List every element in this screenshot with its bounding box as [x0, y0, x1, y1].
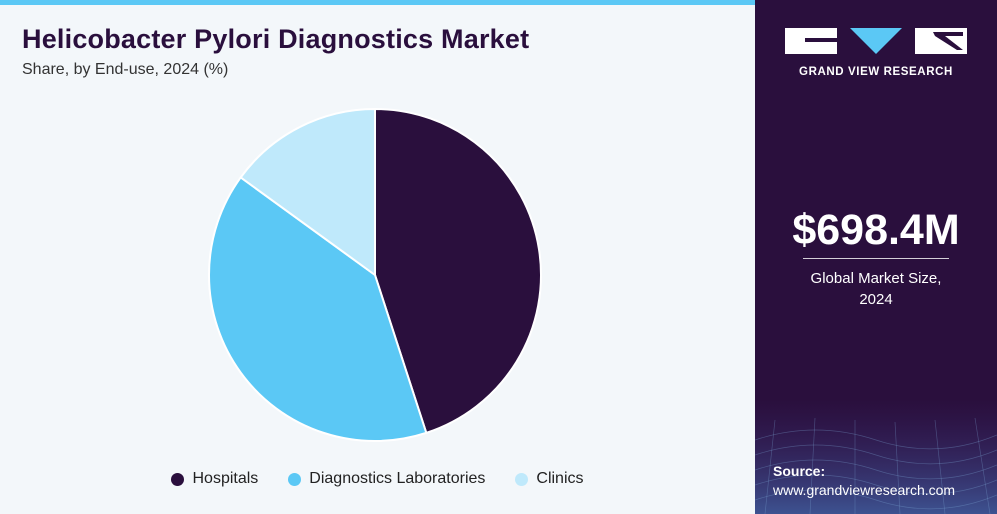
legend-label: Clinics — [536, 470, 584, 487]
chart-legend: Hospitals Diagnostics Laboratories Clinics — [0, 470, 755, 488]
legend-label: Hospitals — [192, 470, 259, 487]
market-size-value: $698.4M — [792, 206, 960, 254]
legend-swatch — [288, 472, 302, 486]
pie-slice-hospitals — [374, 107, 542, 435]
legend-item-clinics: Clinics — [515, 470, 584, 488]
chart-subtitle: Share, by End-use, 2024 (%) — [22, 61, 229, 78]
source-url[interactable]: www.grandviewresearch.com — [773, 482, 956, 498]
brand-logo — [785, 28, 967, 54]
caption-line-1: Global Market Size, — [810, 270, 942, 287]
chart-title: Helicobacter Pylori Diagnostics Market — [22, 24, 530, 54]
market-size-caption: Global Market Size, 2024 — [755, 268, 997, 310]
legend-item-diagnostics-laboratories: Diagnostics Laboratories — [288, 470, 485, 488]
legend-swatch — [515, 472, 529, 486]
sidebar-panel: GRAND VIEW RESEARCH $698.4M Global Marke… — [755, 0, 997, 514]
legend-swatch — [171, 472, 185, 486]
divider — [803, 258, 949, 259]
brand-name: GRAND VIEW RESEARCH — [799, 66, 953, 78]
pie-chart — [208, 107, 542, 442]
caption-line-2: 2024 — [859, 291, 893, 308]
decorative-wave-graphic — [755, 400, 997, 514]
pie-slice-diagnostics-laboratories — [208, 176, 428, 442]
accent-bar — [0, 0, 755, 5]
legend-item-hospitals: Hospitals — [171, 470, 258, 488]
legend-label: Diagnostics Laboratories — [309, 470, 486, 487]
source-label: Source: — [773, 463, 826, 479]
chart-panel: Helicobacter Pylori Diagnostics Market S… — [0, 0, 755, 488]
source-note: Source: www.grandviewresearch.com — [773, 462, 955, 500]
pie-slice-clinics — [239, 107, 376, 277]
